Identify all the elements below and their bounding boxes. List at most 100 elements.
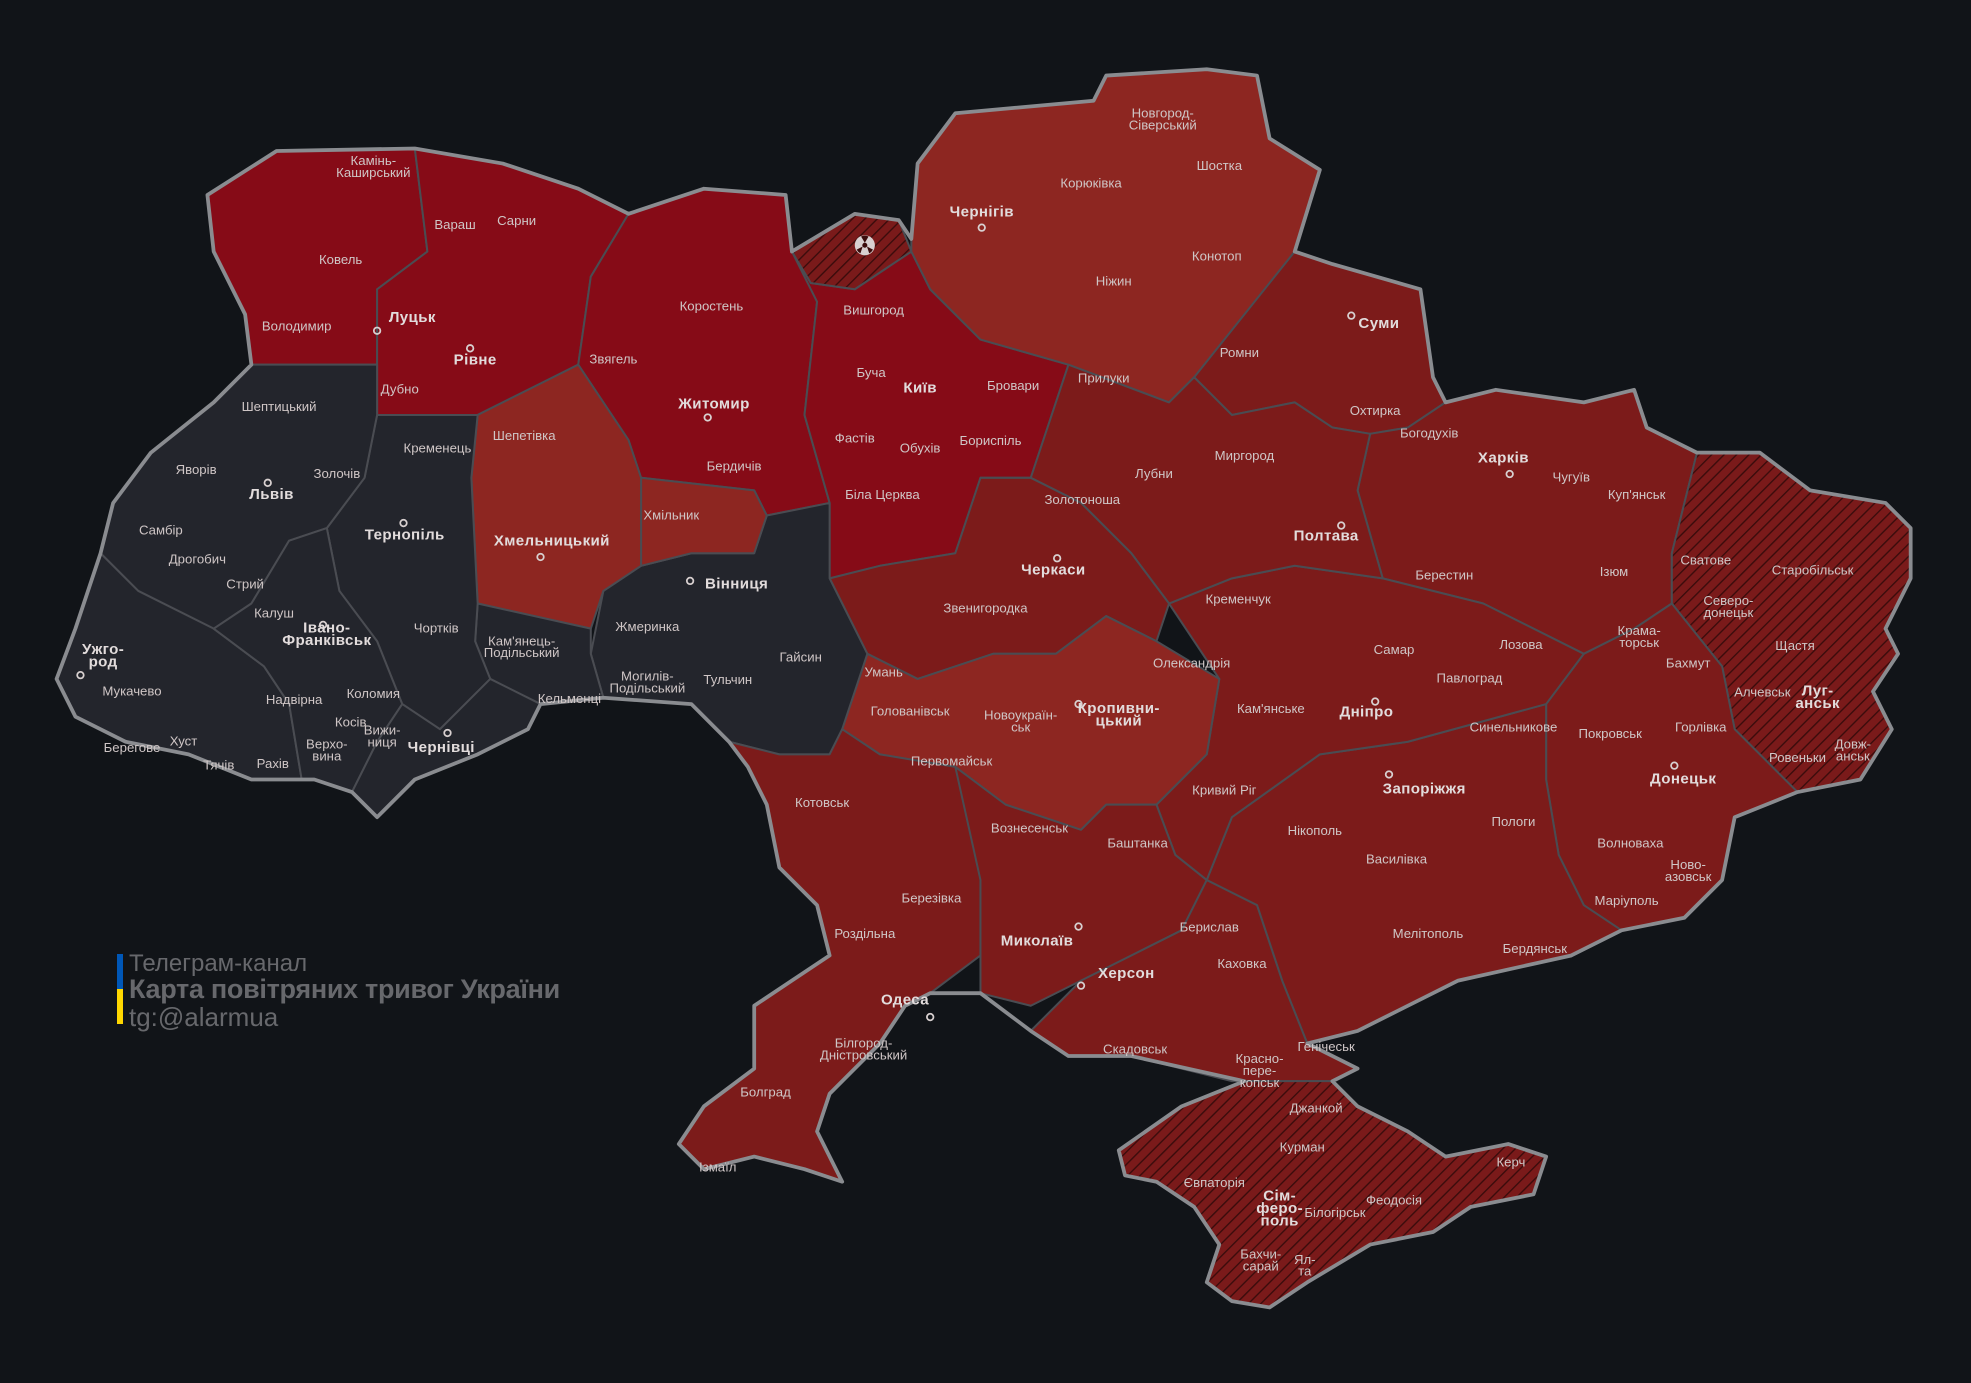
oblast-center-label: Житомир <box>677 396 749 413</box>
legend-title: Карта повітряних тривог України <box>129 974 560 1004</box>
city-label: Хуст <box>170 734 198 749</box>
city-label: Миргород <box>1215 448 1275 463</box>
city-label: Конотоп <box>1192 248 1242 263</box>
oblast-center-label: Одеса <box>881 991 929 1008</box>
city-marker-icon <box>1053 554 1062 563</box>
city-label: Болград <box>740 1084 791 1099</box>
city-label: Охтирка <box>1350 403 1401 418</box>
city-label: Вараш <box>434 217 475 232</box>
city-label: Северо-донецьк <box>1703 593 1753 620</box>
city-label: Курман <box>1280 1140 1325 1155</box>
city-label: Коломия <box>347 686 400 701</box>
city-label: Звягель <box>589 351 637 366</box>
city-label: Вознесенськ <box>991 820 1068 835</box>
city-label: Бровари <box>987 378 1039 393</box>
city-label: Нікополь <box>1288 823 1343 838</box>
city-label: Богодухів <box>1400 426 1458 441</box>
oblast-center-label: Полтава <box>1294 528 1359 545</box>
oblast-center-label: Черкаси <box>1021 562 1085 579</box>
city-label: Сарни <box>497 213 536 228</box>
city-label: Самбір <box>139 522 183 537</box>
city-label: Рахів <box>257 756 289 771</box>
city-label: Біла Церква <box>845 487 920 502</box>
city-label: Білогірськ <box>1304 1205 1365 1220</box>
legend-telegram-handle[interactable]: tg:@alarmua <box>129 1002 279 1032</box>
city-label: Ромни <box>1220 345 1259 360</box>
city-label: Берислав <box>1180 920 1239 935</box>
oblast-center-label: Львів <box>249 486 293 503</box>
city-label: Буча <box>857 365 887 380</box>
oblast-center-label: Запоріжжя <box>1383 780 1466 797</box>
city-label: Чортків <box>414 620 459 635</box>
city-marker-icon <box>1074 922 1083 931</box>
oblast-center-label: Дніпро <box>1339 704 1393 721</box>
city-label: Ніжин <box>1096 273 1132 288</box>
city-label: Хмільник <box>643 507 699 522</box>
oblast-center-label: Херсон <box>1098 965 1155 982</box>
city-label: Новоукраїн-ськ <box>984 707 1057 734</box>
city-label: Кам'янець-Подільський <box>484 633 560 660</box>
oblast-center-label: Луг-анськ <box>1795 682 1840 712</box>
city-label: Умань <box>865 664 903 679</box>
city-label: Олександрія <box>1153 656 1230 671</box>
oblast-center-label: Київ <box>903 379 937 396</box>
oblast-center-label: Кропивни-цький <box>1078 700 1160 730</box>
city-marker-icon <box>76 671 85 680</box>
city-label: Бахчи-сарай <box>1240 1247 1281 1274</box>
city-marker-icon <box>318 620 328 630</box>
city-marker-icon <box>703 413 712 422</box>
city-label: Корюківка <box>1060 175 1122 190</box>
city-label: Ново-азовськ <box>1665 857 1712 884</box>
city-label: Скадовськ <box>1103 1042 1167 1057</box>
city-label: Новгород-Сіверський <box>1129 105 1197 132</box>
city-label: Синельникове <box>1470 720 1558 735</box>
city-label: Верхо-вина <box>306 736 348 763</box>
city-marker-icon <box>926 1012 935 1022</box>
city-label: Керч <box>1496 1155 1525 1170</box>
city-label: Стрий <box>226 576 264 591</box>
city-label: Феодосія <box>1366 1192 1422 1207</box>
oblast-center-label: Сім-феро-поль <box>1256 1188 1303 1230</box>
city-label: Євпаторія <box>1184 1175 1245 1190</box>
city-marker-icon <box>977 223 986 232</box>
city-label: Покровськ <box>1579 726 1643 741</box>
city-label: Котовськ <box>795 795 849 810</box>
city-label: Шостка <box>1197 158 1243 173</box>
city-marker-icon <box>443 728 452 738</box>
city-label: Вишгород <box>843 302 904 317</box>
city-label: Щастя <box>1775 638 1815 653</box>
city-label: Старобільськ <box>1772 563 1854 578</box>
city-marker-icon <box>465 344 475 353</box>
city-label: Березівка <box>902 891 962 906</box>
city-label: Маріуполь <box>1595 893 1659 908</box>
city-marker-icon <box>1384 770 1394 779</box>
city-label: Берестин <box>1415 568 1473 583</box>
city-label: Золотоноша <box>1044 492 1120 507</box>
city-label: Лубни <box>1135 466 1173 481</box>
radiation-icon <box>854 235 875 256</box>
city-label: Золочів <box>314 466 361 481</box>
city-label: Вижи-ниця <box>364 723 401 750</box>
city-label: Самар <box>1374 642 1415 657</box>
city-marker-icon <box>536 552 545 562</box>
city-label: Шептицький <box>242 399 317 414</box>
city-marker-icon <box>263 478 272 487</box>
city-label: Могилів-Подільський <box>610 669 686 696</box>
city-label: Кривий Ріг <box>1192 783 1257 798</box>
city-label: Ізюм <box>1600 564 1629 579</box>
city-label: Кам'янське <box>1237 701 1305 716</box>
city-marker-icon <box>372 326 382 335</box>
city-label: Бориспіль <box>960 433 1022 448</box>
city-label: Джанкой <box>1290 1101 1343 1116</box>
city-label: Кременець <box>404 441 472 456</box>
city-label: Павлоград <box>1437 671 1503 686</box>
city-label: Каховка <box>1217 956 1267 971</box>
city-label: Тячів <box>203 757 234 772</box>
city-marker-icon <box>399 518 408 528</box>
city-label: Бердянськ <box>1503 941 1568 956</box>
city-label: Голованівськ <box>871 703 950 718</box>
city-marker-icon <box>1505 469 1514 479</box>
city-label: Берегове <box>104 740 161 755</box>
oblast-center-label: Вінниця <box>705 575 768 592</box>
